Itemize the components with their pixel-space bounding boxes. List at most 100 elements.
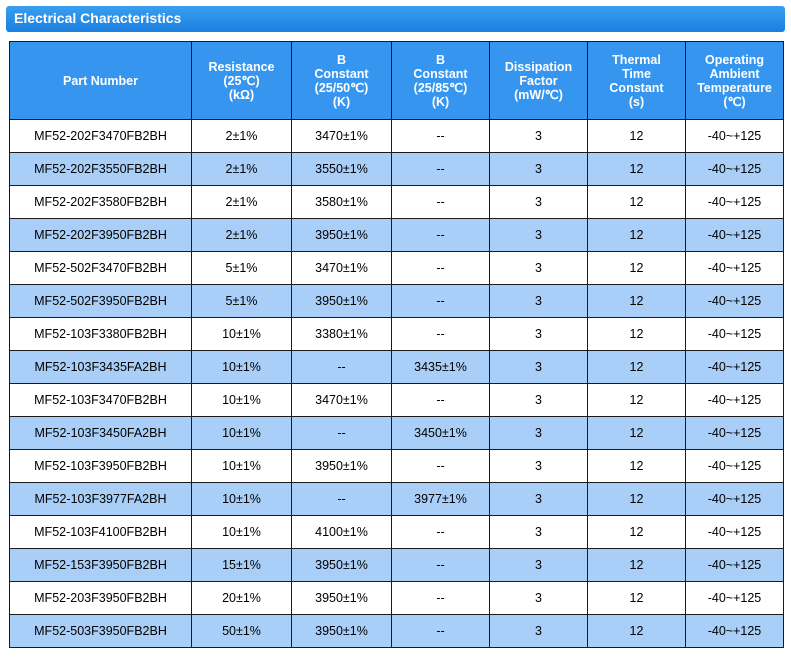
table-row: MF52-502F3470FB2BH 5±1% 3470±1% -- 3 12 …: [9, 251, 784, 285]
cell-b-constant-25-85: --: [391, 251, 490, 285]
cell-resistance: 2±1%: [191, 119, 292, 153]
cell-part-number: MF52-202F3950FB2BH: [9, 218, 192, 252]
cell-dissipation-factor: 3: [489, 119, 588, 153]
table-row: MF52-203F3950FB2BH 20±1% 3950±1% -- 3 12…: [9, 581, 784, 615]
cell-thermal-time-constant: 12: [587, 119, 686, 153]
cell-resistance: 10±1%: [191, 449, 292, 483]
table-row: MF52-502F3950FB2BH 5±1% 3950±1% -- 3 12 …: [9, 284, 784, 318]
cell-b-constant-25-50: 3950±1%: [291, 218, 392, 252]
cell-b-constant-25-85: 3977±1%: [391, 482, 490, 516]
cell-dissipation-factor: 3: [489, 152, 588, 186]
cell-resistance: 10±1%: [191, 383, 292, 417]
cell-part-number: MF52-103F3977FA2BH: [9, 482, 192, 516]
cell-part-number: MF52-503F3950FB2BH: [9, 614, 192, 648]
section-title-bar: Electrical Characteristics: [6, 6, 785, 32]
cell-dissipation-factor: 3: [489, 350, 588, 384]
table-row: MF52-202F3950FB2BH 2±1% 3950±1% -- 3 12 …: [9, 218, 784, 252]
cell-operating-temperature: -40~+125: [685, 218, 784, 252]
cell-b-constant-25-50: 3580±1%: [291, 185, 392, 219]
cell-thermal-time-constant: 12: [587, 482, 686, 516]
cell-b-constant-25-50: 3950±1%: [291, 449, 392, 483]
cell-thermal-time-constant: 12: [587, 581, 686, 615]
cell-thermal-time-constant: 12: [587, 218, 686, 252]
cell-b-constant-25-50: 3470±1%: [291, 251, 392, 285]
cell-b-constant-25-50: 3380±1%: [291, 317, 392, 351]
cell-part-number: MF52-103F3470FB2BH: [9, 383, 192, 417]
cell-part-number: MF52-202F3470FB2BH: [9, 119, 192, 153]
cell-dissipation-factor: 3: [489, 482, 588, 516]
cell-operating-temperature: -40~+125: [685, 449, 784, 483]
table-row: MF52-153F3950FB2BH 15±1% 3950±1% -- 3 12…: [9, 548, 784, 582]
cell-operating-temperature: -40~+125: [685, 152, 784, 186]
cell-operating-temperature: -40~+125: [685, 383, 784, 417]
cell-thermal-time-constant: 12: [587, 284, 686, 318]
cell-b-constant-25-85: --: [391, 383, 490, 417]
section-title: Electrical Characteristics: [14, 10, 182, 26]
cell-operating-temperature: -40~+125: [685, 119, 784, 153]
electrical-characteristics-table: Part Number Resistance (25℃) (kΩ) B Constan…: [9, 41, 784, 648]
cell-dissipation-factor: 3: [489, 416, 588, 450]
cell-thermal-time-constant: 12: [587, 614, 686, 648]
table-row: MF52-103F3977FA2BH 10±1% -- 3977±1% 3 12…: [9, 482, 784, 516]
cell-thermal-time-constant: 12: [587, 185, 686, 219]
table-row: MF52-103F3380FB2BH 10±1% 3380±1% -- 3 12…: [9, 317, 784, 351]
cell-b-constant-25-85: --: [391, 119, 490, 153]
cell-b-constant-25-50: 3470±1%: [291, 383, 392, 417]
cell-dissipation-factor: 3: [489, 218, 588, 252]
col-header-b-constant-25-85: B Constant (25/85℃) (K): [391, 41, 490, 120]
cell-b-constant-25-85: --: [391, 152, 490, 186]
cell-dissipation-factor: 3: [489, 515, 588, 549]
cell-resistance: 2±1%: [191, 218, 292, 252]
cell-b-constant-25-85: 3450±1%: [391, 416, 490, 450]
cell-resistance: 2±1%: [191, 152, 292, 186]
cell-resistance: 5±1%: [191, 251, 292, 285]
cell-thermal-time-constant: 12: [587, 251, 686, 285]
cell-b-constant-25-50: --: [291, 482, 392, 516]
cell-operating-temperature: -40~+125: [685, 614, 784, 648]
cell-resistance: 15±1%: [191, 548, 292, 582]
cell-resistance: 10±1%: [191, 482, 292, 516]
cell-part-number: MF52-502F3950FB2BH: [9, 284, 192, 318]
cell-b-constant-25-85: --: [391, 284, 490, 318]
cell-operating-temperature: -40~+125: [685, 185, 784, 219]
cell-part-number: MF52-103F3435FA2BH: [9, 350, 192, 384]
cell-part-number: MF52-203F3950FB2BH: [9, 581, 192, 615]
cell-part-number: MF52-502F3470FB2BH: [9, 251, 192, 285]
cell-thermal-time-constant: 12: [587, 350, 686, 384]
table-row: MF52-103F4100FB2BH 10±1% 4100±1% -- 3 12…: [9, 515, 784, 549]
cell-b-constant-25-50: 3950±1%: [291, 548, 392, 582]
table-row: MF52-103F3450FA2BH 10±1% -- 3450±1% 3 12…: [9, 416, 784, 450]
cell-b-constant-25-85: --: [391, 218, 490, 252]
cell-b-constant-25-85: --: [391, 581, 490, 615]
cell-thermal-time-constant: 12: [587, 548, 686, 582]
cell-resistance: 50±1%: [191, 614, 292, 648]
cell-b-constant-25-50: 3550±1%: [291, 152, 392, 186]
cell-thermal-time-constant: 12: [587, 152, 686, 186]
cell-thermal-time-constant: 12: [587, 515, 686, 549]
cell-part-number: MF52-153F3950FB2BH: [9, 548, 192, 582]
cell-part-number: MF52-103F3380FB2BH: [9, 317, 192, 351]
cell-dissipation-factor: 3: [489, 449, 588, 483]
cell-operating-temperature: -40~+125: [685, 416, 784, 450]
cell-dissipation-factor: 3: [489, 614, 588, 648]
cell-resistance: 2±1%: [191, 185, 292, 219]
cell-dissipation-factor: 3: [489, 185, 588, 219]
cell-resistance: 20±1%: [191, 581, 292, 615]
cell-b-constant-25-50: --: [291, 416, 392, 450]
cell-operating-temperature: -40~+125: [685, 581, 784, 615]
cell-b-constant-25-85: --: [391, 548, 490, 582]
cell-b-constant-25-85: --: [391, 317, 490, 351]
cell-resistance: 10±1%: [191, 416, 292, 450]
cell-b-constant-25-85: 3435±1%: [391, 350, 490, 384]
table-row: MF52-202F3550FB2BH 2±1% 3550±1% -- 3 12 …: [9, 152, 784, 186]
table-row: MF52-202F3580FB2BH 2±1% 3580±1% -- 3 12 …: [9, 185, 784, 219]
cell-operating-temperature: -40~+125: [685, 548, 784, 582]
cell-operating-temperature: -40~+125: [685, 284, 784, 318]
cell-operating-temperature: -40~+125: [685, 317, 784, 351]
cell-thermal-time-constant: 12: [587, 449, 686, 483]
cell-b-constant-25-85: --: [391, 185, 490, 219]
cell-operating-temperature: -40~+125: [685, 251, 784, 285]
cell-part-number: MF52-202F3580FB2BH: [9, 185, 192, 219]
cell-operating-temperature: -40~+125: [685, 482, 784, 516]
cell-resistance: 10±1%: [191, 317, 292, 351]
